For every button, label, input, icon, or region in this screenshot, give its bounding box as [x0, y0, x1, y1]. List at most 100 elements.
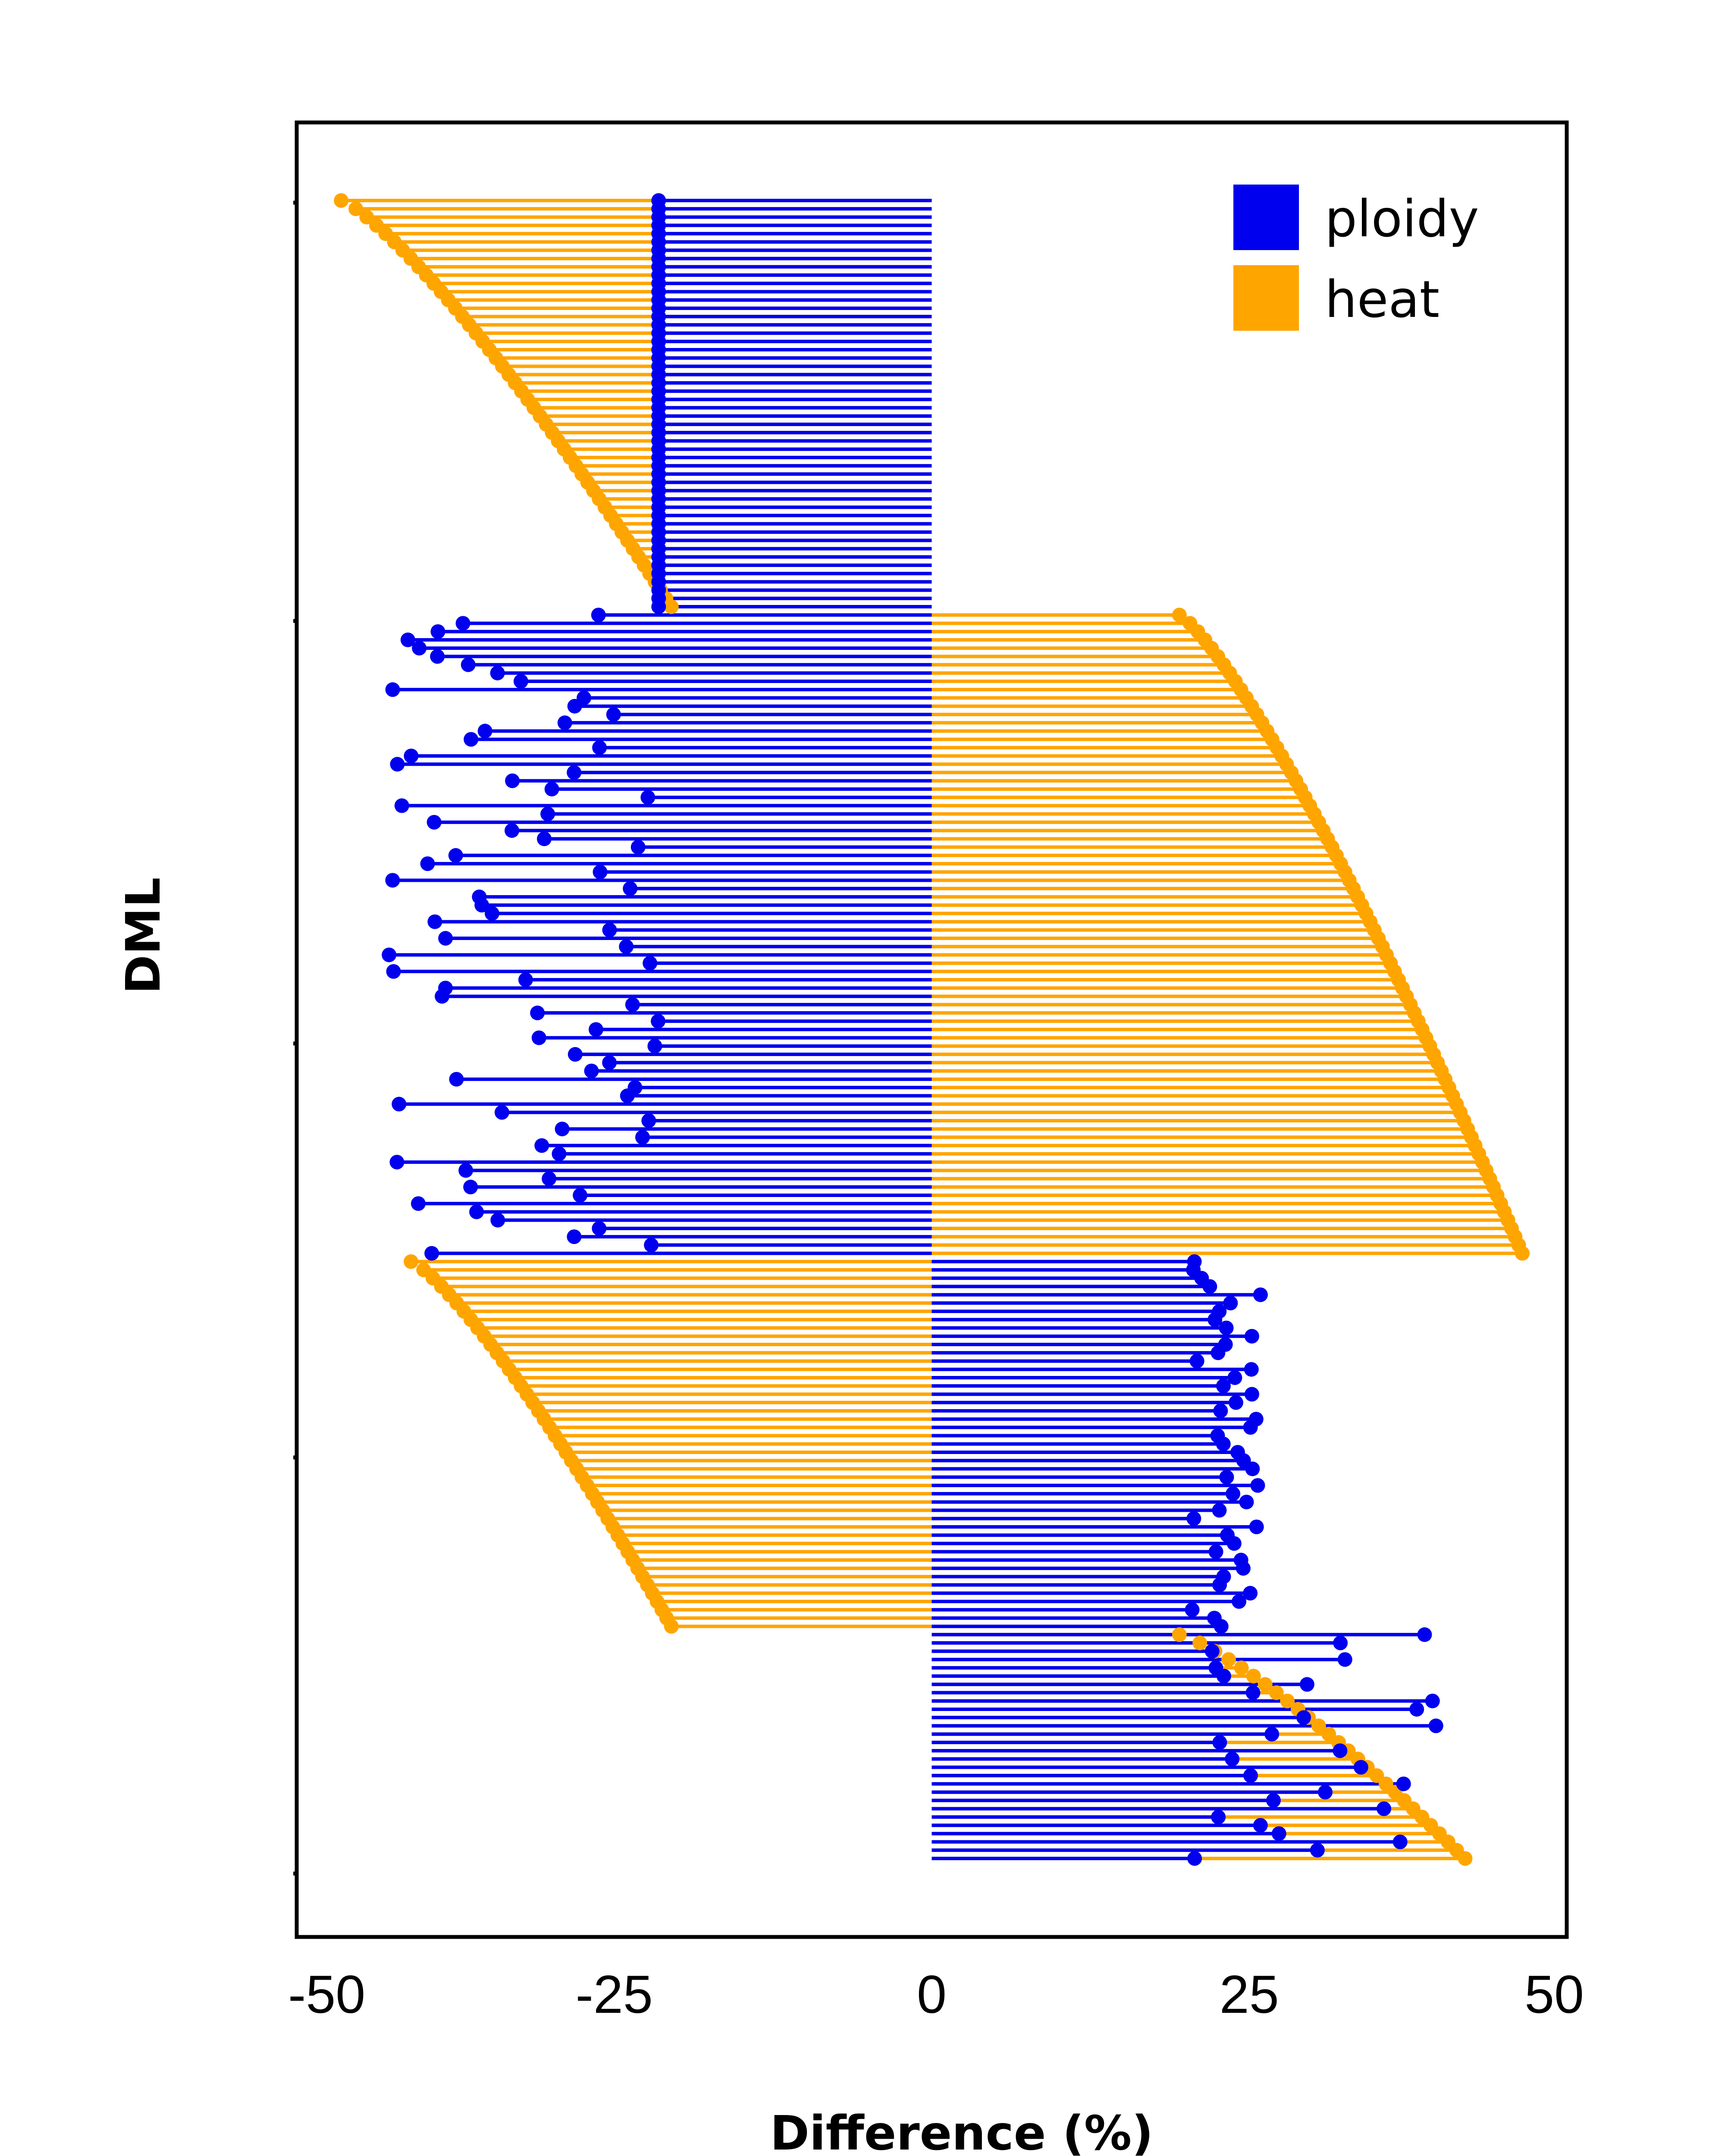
heat-point: [1172, 608, 1187, 623]
heat-point: [1234, 1660, 1249, 1675]
ploidy-point: [490, 665, 505, 680]
ploidy-point: [1239, 1495, 1254, 1510]
ploidy-point: [1185, 1602, 1200, 1617]
x-tick-label: -25: [576, 1965, 653, 2024]
ploidy-point: [1377, 1801, 1392, 1816]
ploidy-point: [536, 831, 552, 846]
ploidy-point: [606, 707, 621, 722]
ploidy-point: [1353, 1760, 1368, 1775]
ploidy-point: [1236, 1561, 1251, 1576]
ploidy-point: [389, 1155, 405, 1170]
ploidy-point: [584, 1063, 599, 1078]
ploidy-point: [623, 881, 638, 896]
ploidy-point: [1266, 1793, 1281, 1808]
heat-point: [404, 1254, 419, 1269]
ploidy-point: [1245, 1685, 1261, 1700]
heat-point: [664, 1619, 679, 1634]
heat-point: [1258, 1677, 1273, 1692]
ploidy-series-points: [382, 193, 1443, 1866]
heat-point: [1172, 1627, 1187, 1642]
ploidy-point: [513, 674, 528, 689]
ploidy-point: [394, 798, 409, 813]
ploidy-point: [641, 1113, 656, 1128]
ploidy-point: [424, 1246, 439, 1261]
ploidy-point: [1232, 1594, 1247, 1609]
ploidy-point: [1204, 1644, 1220, 1659]
ploidy-point: [1243, 1586, 1258, 1601]
ploidy-point: [1212, 1577, 1227, 1592]
ploidy-point: [630, 840, 646, 855]
heat-point: [1515, 1246, 1530, 1261]
x-tick-label: 50: [1524, 1965, 1584, 2024]
ploidy-point: [1202, 1279, 1217, 1294]
ploidy-point: [1223, 1295, 1238, 1310]
ploidy-point: [518, 972, 533, 987]
ploidy-point: [1409, 1702, 1424, 1717]
ploidy-point: [542, 1171, 557, 1186]
ploidy-point: [602, 1055, 617, 1070]
ploidy-point: [1253, 1287, 1268, 1302]
ploidy-point: [392, 1097, 407, 1112]
ploidy-point: [1249, 1520, 1264, 1534]
legend-label-ploidy: ploidy: [1325, 189, 1479, 248]
ploidy-point: [504, 823, 519, 838]
ploidy-point: [591, 608, 606, 623]
ploidy-point: [557, 715, 572, 730]
ploidy-point: [484, 906, 499, 921]
ploidy-point: [544, 781, 559, 796]
ploidy-point: [400, 632, 415, 647]
ploidy-point: [1296, 1710, 1311, 1725]
ploidy-point: [1208, 1544, 1223, 1559]
ploidy-point: [1214, 1619, 1229, 1634]
heat-point: [348, 201, 364, 216]
ploidy-point: [1245, 1461, 1260, 1476]
ploidy-point: [1333, 1743, 1348, 1758]
legend-swatch-heat: [1233, 265, 1299, 331]
ploidy-point: [1216, 1436, 1231, 1451]
ploidy-point: [1212, 1735, 1227, 1750]
ploidy-point: [1250, 1478, 1265, 1493]
ploidy-point: [1253, 1818, 1268, 1833]
heat-point: [1280, 1693, 1295, 1708]
ploidy-point: [461, 657, 476, 672]
ploidy-point: [427, 914, 442, 929]
ploidy-point: [412, 641, 427, 656]
ploidy-point: [651, 599, 666, 614]
heat-point: [1221, 1652, 1236, 1667]
ploidy-point: [449, 1072, 464, 1087]
ploidy-point: [1244, 1362, 1259, 1377]
ploidy-point: [430, 649, 445, 664]
ploidy-point: [1243, 1420, 1258, 1435]
ploidy-point: [385, 873, 400, 888]
legend-label-heat: heat: [1325, 270, 1440, 329]
ploidy-point: [458, 1163, 474, 1178]
heat-point: [1311, 1718, 1326, 1733]
ploidy-point: [567, 765, 582, 780]
ploidy-point: [435, 989, 450, 1004]
ploidy-point: [390, 757, 405, 772]
ploidy-point: [420, 856, 435, 871]
heat-point: [1321, 1727, 1336, 1742]
x-tick-label: -50: [288, 1965, 365, 2024]
ploidy-point: [490, 1213, 505, 1228]
ploidy-point: [592, 740, 607, 755]
ploidy-point: [534, 1138, 549, 1153]
ploidy-point: [1189, 1354, 1204, 1369]
ploidy-point: [1186, 1511, 1201, 1526]
ploidy-point: [1337, 1652, 1352, 1667]
ploidy-point: [505, 773, 520, 788]
ploidy-point: [1310, 1843, 1325, 1858]
heat-point: [1246, 1669, 1261, 1684]
x-tick-label: 0: [917, 1965, 947, 2024]
ploidy-point: [1211, 1345, 1226, 1360]
ploidy-point: [1208, 1312, 1223, 1327]
ploidy-point: [1243, 1768, 1258, 1783]
y-axis-title: DML: [116, 877, 171, 994]
heat-point: [334, 193, 349, 208]
ploidy-point: [404, 749, 419, 764]
ploidy-point: [644, 1238, 659, 1253]
ploidy-point: [1317, 1785, 1333, 1800]
ploidy-point: [619, 939, 634, 954]
ploidy-point: [1219, 1320, 1234, 1335]
